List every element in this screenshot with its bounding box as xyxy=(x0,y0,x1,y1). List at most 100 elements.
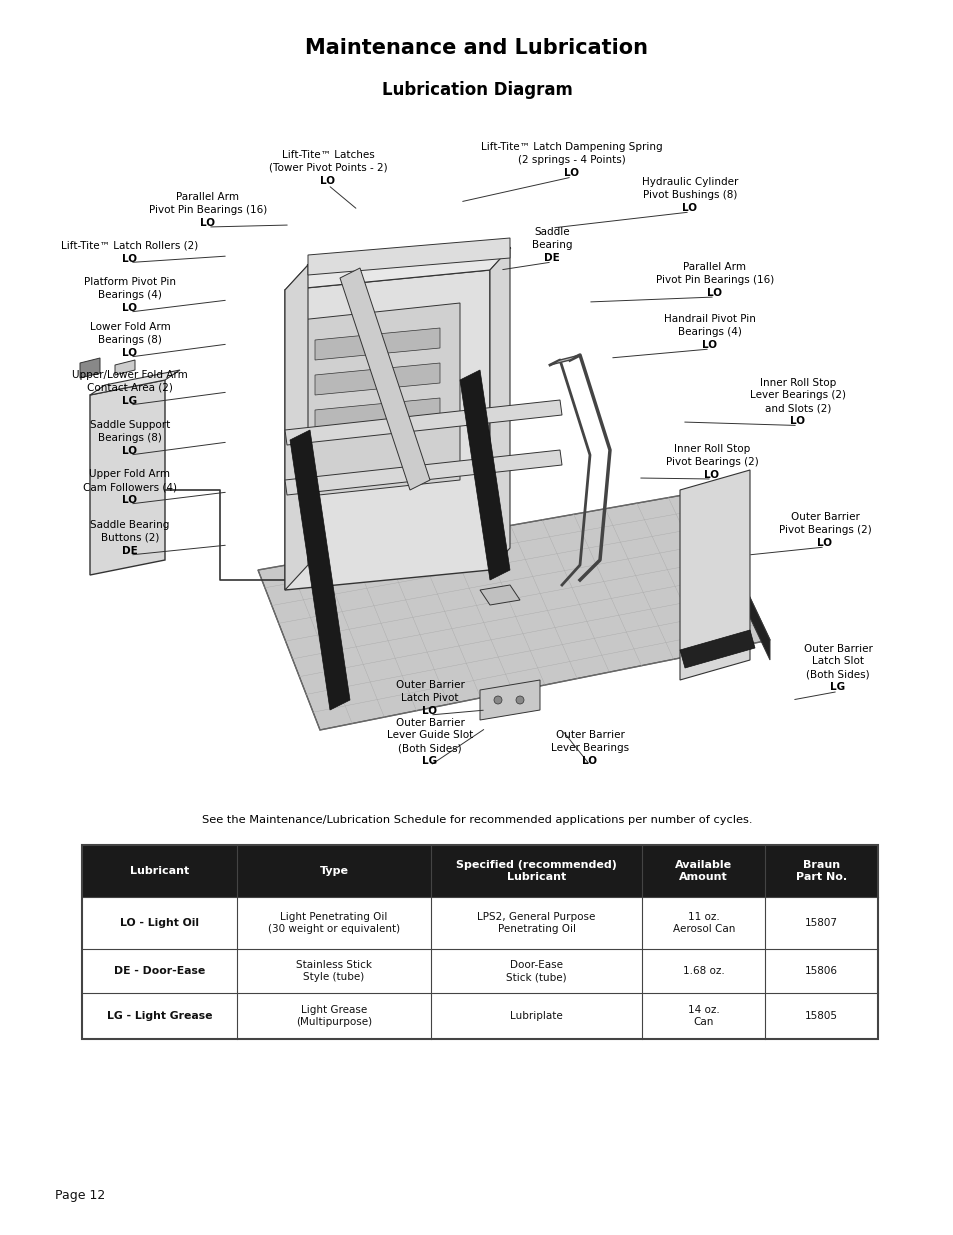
Text: LG: LG xyxy=(122,396,137,406)
Text: Latch Slot: Latch Slot xyxy=(811,657,863,667)
Text: LO: LO xyxy=(122,446,137,456)
FancyBboxPatch shape xyxy=(82,845,877,897)
Text: 15807: 15807 xyxy=(804,918,837,927)
Text: Cam Followers (4): Cam Followers (4) xyxy=(83,482,177,492)
Text: Outer Barrier: Outer Barrier xyxy=(802,643,872,653)
Text: Outer Barrier: Outer Barrier xyxy=(555,730,624,740)
Text: Saddle Bearing: Saddle Bearing xyxy=(91,520,170,530)
Circle shape xyxy=(516,697,523,704)
Text: Bearings (8): Bearings (8) xyxy=(98,335,162,345)
Text: Platform Pivot Pin: Platform Pivot Pin xyxy=(84,277,175,287)
Polygon shape xyxy=(700,492,769,659)
Circle shape xyxy=(494,697,501,704)
Text: Amount: Amount xyxy=(679,872,727,882)
Text: LO: LO xyxy=(701,340,717,350)
Text: Lubricant: Lubricant xyxy=(506,872,565,882)
Text: Hydraulic Cylinder: Hydraulic Cylinder xyxy=(641,177,738,186)
Text: 1.68 oz.: 1.68 oz. xyxy=(682,966,724,976)
Text: Inner Roll Stop: Inner Roll Stop xyxy=(760,378,835,388)
Text: Lever Bearings (2): Lever Bearings (2) xyxy=(749,390,845,400)
Text: Available: Available xyxy=(675,860,732,869)
Polygon shape xyxy=(285,400,561,445)
Polygon shape xyxy=(314,398,439,430)
Text: Saddle: Saddle xyxy=(534,227,569,237)
Text: LO: LO xyxy=(703,471,719,480)
Text: Pivot Bearings (2): Pivot Bearings (2) xyxy=(778,525,870,535)
Text: LO: LO xyxy=(200,219,215,228)
Text: LPS2, General Purpose: LPS2, General Purpose xyxy=(476,911,595,923)
Text: (2 springs - 4 Points): (2 springs - 4 Points) xyxy=(517,156,625,165)
Text: LO: LO xyxy=(122,303,137,312)
Polygon shape xyxy=(308,238,510,275)
Text: Pivot Pin Bearings (16): Pivot Pin Bearings (16) xyxy=(655,275,773,285)
Text: (30 weight or equivalent): (30 weight or equivalent) xyxy=(268,924,399,934)
Text: (Both Sides): (Both Sides) xyxy=(397,743,461,753)
Text: Lever Bearings: Lever Bearings xyxy=(551,743,628,753)
Text: Stainless Stick: Stainless Stick xyxy=(295,960,372,969)
Polygon shape xyxy=(479,680,539,720)
Polygon shape xyxy=(285,266,308,590)
Polygon shape xyxy=(80,358,100,378)
Text: 11 oz.: 11 oz. xyxy=(687,911,719,923)
Text: Pivot Pin Bearings (16): Pivot Pin Bearings (16) xyxy=(149,205,267,215)
Text: Lower Fold Arm: Lower Fold Arm xyxy=(90,322,171,332)
Text: LO: LO xyxy=(790,416,804,426)
Text: LO: LO xyxy=(564,168,578,178)
Text: Outer Barrier: Outer Barrier xyxy=(395,718,464,727)
Text: Parallel Arm: Parallel Arm xyxy=(682,262,745,272)
Text: DE: DE xyxy=(122,546,138,556)
Polygon shape xyxy=(115,359,135,375)
Text: Pivot Bushings (8): Pivot Bushings (8) xyxy=(642,190,737,200)
Polygon shape xyxy=(490,248,510,571)
Text: Saddle Support: Saddle Support xyxy=(90,420,170,430)
Polygon shape xyxy=(285,450,561,495)
Text: Parallel Arm: Parallel Arm xyxy=(176,191,239,203)
Text: LG: LG xyxy=(422,757,437,767)
Text: Outer Barrier: Outer Barrier xyxy=(790,513,859,522)
Text: 14 oz.: 14 oz. xyxy=(687,1005,719,1015)
Text: Penetrating Oil: Penetrating Oil xyxy=(497,924,575,934)
Text: LO: LO xyxy=(122,495,137,505)
Text: Lubrication Diagram: Lubrication Diagram xyxy=(381,82,572,99)
Text: LG - Light Grease: LG - Light Grease xyxy=(107,1011,213,1021)
Polygon shape xyxy=(90,380,165,576)
Polygon shape xyxy=(299,303,459,496)
Polygon shape xyxy=(285,270,490,590)
Text: Maintenance and Lubrication: Maintenance and Lubrication xyxy=(305,38,648,58)
Text: (Tower Pivot Points - 2): (Tower Pivot Points - 2) xyxy=(269,163,387,173)
Text: LO: LO xyxy=(817,538,832,548)
Text: Handrail Pivot Pin: Handrail Pivot Pin xyxy=(663,314,755,324)
Text: Can: Can xyxy=(693,1016,713,1028)
Text: Type: Type xyxy=(319,866,348,876)
Text: Lubriplate: Lubriplate xyxy=(510,1011,562,1021)
Text: LO - Light Oil: LO - Light Oil xyxy=(120,918,199,927)
Text: Part No.: Part No. xyxy=(795,872,846,882)
Polygon shape xyxy=(550,354,579,366)
Text: Bearings (4): Bearings (4) xyxy=(678,327,741,337)
Text: See the Maintenance/Lubrication Schedule for recommended applications per number: See the Maintenance/Lubrication Schedule… xyxy=(201,815,752,825)
Text: Buttons (2): Buttons (2) xyxy=(101,534,159,543)
Polygon shape xyxy=(257,492,769,730)
Text: (Multipurpose): (Multipurpose) xyxy=(295,1016,372,1028)
Text: Pivot Bearings (2): Pivot Bearings (2) xyxy=(665,457,758,467)
Text: LO: LO xyxy=(122,348,137,358)
Polygon shape xyxy=(314,363,439,395)
Text: (Both Sides): (Both Sides) xyxy=(805,669,869,679)
Polygon shape xyxy=(290,430,350,710)
Text: Specified (recommended): Specified (recommended) xyxy=(456,860,617,869)
Text: Contact Area (2): Contact Area (2) xyxy=(87,383,172,393)
Text: Braun: Braun xyxy=(802,860,840,869)
Text: 15805: 15805 xyxy=(804,1011,837,1021)
Text: LO: LO xyxy=(707,288,721,298)
Text: Bearing: Bearing xyxy=(531,240,572,249)
Text: Lift-Tite™ Latch Dampening Spring: Lift-Tite™ Latch Dampening Spring xyxy=(480,142,662,152)
Text: LO: LO xyxy=(122,253,137,263)
Text: 15806: 15806 xyxy=(804,966,837,976)
Text: Lift-Tite™ Latches: Lift-Tite™ Latches xyxy=(281,149,374,161)
Text: DE - Door-Ease: DE - Door-Ease xyxy=(114,966,205,976)
Polygon shape xyxy=(679,471,749,680)
Text: Lubricant: Lubricant xyxy=(130,866,189,876)
Text: LO: LO xyxy=(582,756,597,766)
Text: Bearings (4): Bearings (4) xyxy=(98,290,162,300)
Text: Light Penetrating Oil: Light Penetrating Oil xyxy=(280,911,387,923)
